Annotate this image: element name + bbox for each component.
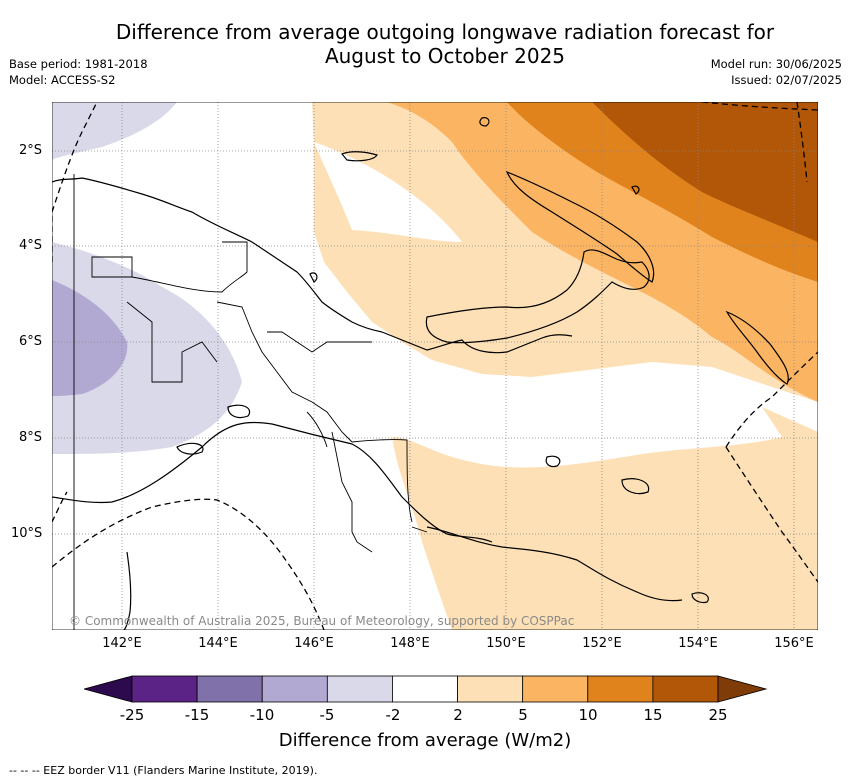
colorbar-tick-5: 5: [518, 706, 528, 724]
lon-label-152e: 152°E: [582, 636, 622, 651]
lat-label-6s: 6°S: [19, 334, 43, 349]
lon-label-150e: 150°E: [486, 636, 526, 651]
lat-label-2s: 2°S: [19, 143, 43, 158]
colorbar-tick-2: 2: [453, 706, 463, 724]
base-period: Base period: 1981-2018: [9, 57, 148, 71]
colorbar-cell: [131, 675, 198, 703]
lon-label-156e: 156°E: [774, 636, 814, 651]
lon-label-142e: 142°E: [102, 636, 142, 651]
province-borders: [73, 174, 428, 630]
anomaly-region-2-5-south: [392, 407, 818, 630]
colorbar-cell: [587, 675, 654, 703]
anomaly-region-neutral-tongue: [314, 142, 462, 242]
coastlines: [52, 117, 789, 630]
lat-label-10s: 10°S: [11, 526, 43, 541]
colorbar-tick-minus25: -25: [119, 706, 145, 724]
metadata-right: Model run: 30/06/2025 Issued: 02/07/2025: [711, 56, 842, 88]
lon-label-146e: 146°E: [294, 636, 334, 651]
anomaly-region-minus10-minus5: [52, 280, 128, 396]
lon-label-144e: 144°E: [198, 636, 238, 651]
colorbar-cells: [131, 675, 719, 703]
colorbar-tick-10: 10: [578, 706, 598, 724]
colorbar-cell: [326, 675, 393, 703]
colorbar-label: Difference from average (W/m2): [278, 730, 572, 751]
colorbar-tick-25: 25: [708, 706, 728, 724]
lon-gridlines: [121, 102, 795, 630]
colorbar-cell: [457, 675, 524, 703]
lat-label-8s: 8°S: [19, 430, 43, 445]
metadata-left: Base period: 1981-2018 Model: ACCESS-S2: [9, 56, 148, 88]
colorbar-tick-15: 15: [643, 706, 663, 724]
anomaly-region-15-25: [592, 102, 818, 242]
issued-date: Issued: 02/07/2025: [731, 73, 842, 87]
anomaly-region-minus5-minus2-west: [52, 242, 242, 454]
map-title: Difference from average outgoing longwav…: [60, 20, 830, 68]
map-title-line1: Difference from average outgoing longwav…: [115, 20, 775, 44]
colorbar-under-arrow: [84, 675, 133, 703]
eez-border: [52, 102, 818, 630]
colorbar: [84, 675, 768, 703]
colorbar-cell: [261, 675, 328, 703]
colorbar-tick-minus10: -10: [249, 706, 275, 724]
lat-label-4s: 4°S: [19, 238, 43, 253]
lon-label-148e: 148°E: [390, 636, 430, 651]
colorbar-over-arrow: [717, 675, 768, 703]
copyright-notice: © Commonwealth of Australia 2025, Bureau…: [69, 614, 575, 628]
colorbar-tick-minus15: -15: [184, 706, 210, 724]
anomaly-map: [52, 102, 818, 630]
colorbar-cell: [652, 675, 719, 703]
eez-legend-footer: -- -- -- EEZ border V11 (Flanders Marine…: [9, 764, 318, 777]
model-name: Model: ACCESS-S2: [9, 73, 116, 87]
colorbar-cell: [196, 675, 263, 703]
colorbar-tick-minus2: -2: [385, 706, 401, 724]
anomaly-region-minus2-minus5: [52, 102, 177, 160]
model-run-date: Model run: 30/06/2025: [710, 57, 842, 71]
lon-label-154e: 154°E: [678, 636, 718, 651]
colorbar-cell: [392, 675, 458, 703]
colorbar-tick-minus5: -5: [319, 706, 335, 724]
colorbar-cell: [522, 675, 589, 703]
map-title-line2: August to October 2025: [324, 44, 566, 68]
